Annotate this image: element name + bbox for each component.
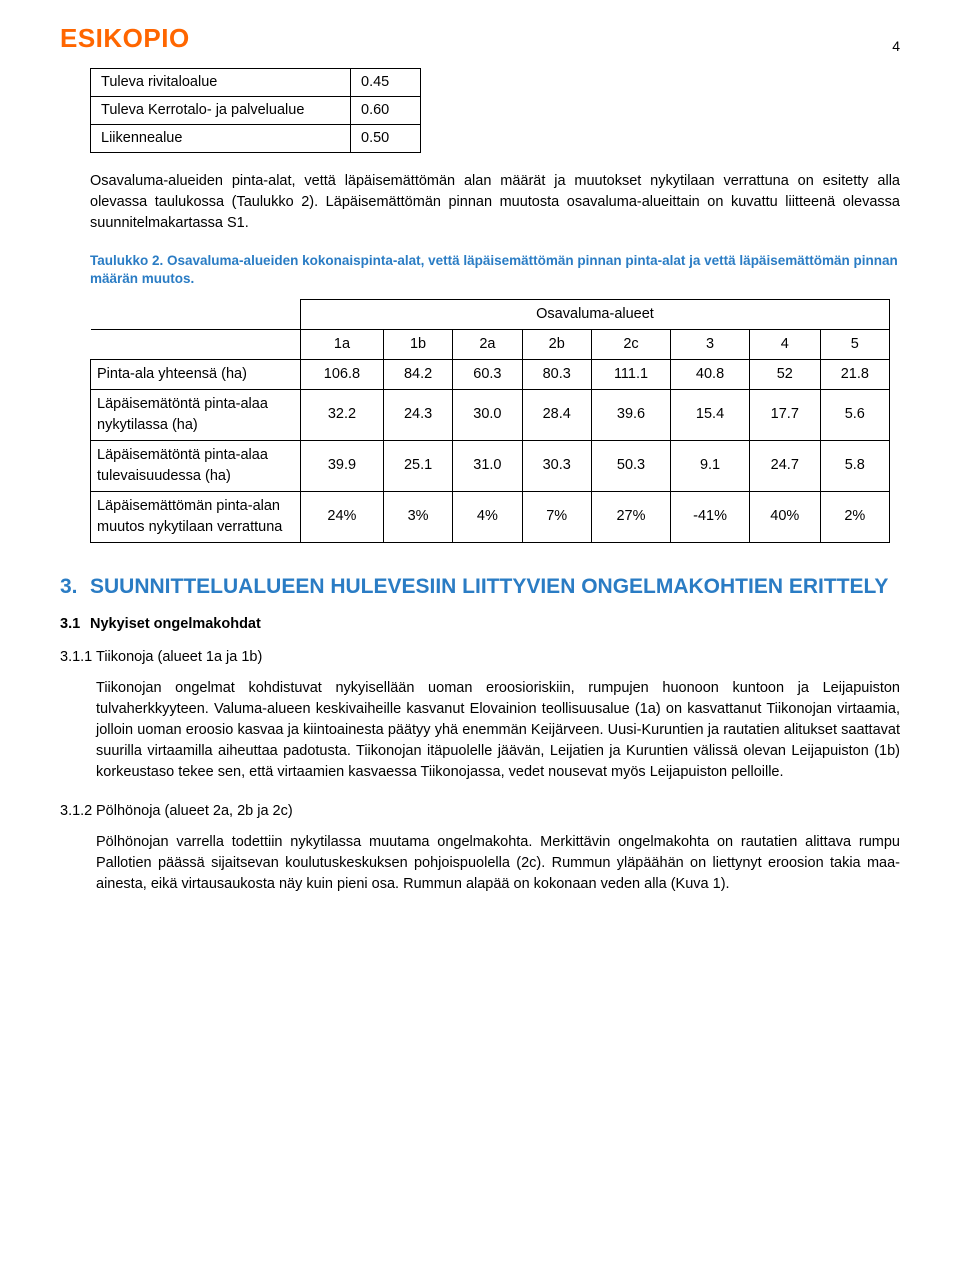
cell: 2% — [820, 491, 889, 542]
table-row: Tuleva Kerrotalo- ja palvelualue 0.60 — [91, 97, 421, 125]
row-label: Läpäisemätöntä pinta-alaa tulevaisuudess… — [91, 440, 301, 491]
cell: 52 — [749, 359, 820, 389]
col-header: 2b — [522, 329, 591, 359]
cell: 40.8 — [671, 359, 750, 389]
cell: 27% — [591, 491, 670, 542]
data-table: Osavaluma-alueet 1a 1b 2a 2b 2c 3 4 5 Pi… — [90, 299, 890, 543]
cell: 39.9 — [301, 440, 384, 491]
cell: 28.4 — [522, 389, 591, 440]
subsubsection-title: Pölhönoja (alueet 2a, 2b ja 2c) — [96, 803, 293, 819]
cell: 25.1 — [383, 440, 452, 491]
subsubsection-heading: 3.1.2Pölhönoja (alueet 2a, 2b ja 2c) — [60, 801, 900, 822]
cell: 32.2 — [301, 389, 384, 440]
body-paragraph: Tiikonojan ongelmat kohdistuvat nykyisel… — [96, 678, 900, 783]
cell: 15.4 — [671, 389, 750, 440]
cell: 60.3 — [453, 359, 522, 389]
cell: 17.7 — [749, 389, 820, 440]
cell: 30.0 — [453, 389, 522, 440]
cell: 106.8 — [301, 359, 384, 389]
cell: 40% — [749, 491, 820, 542]
cell-label: Tuleva rivitaloalue — [91, 68, 351, 96]
col-header: 5 — [820, 329, 889, 359]
cell: 80.3 — [522, 359, 591, 389]
col-header: 3 — [671, 329, 750, 359]
empty-corner — [91, 299, 301, 329]
cell: 30.3 — [522, 440, 591, 491]
table-caption: Taulukko 2. Osavaluma-alueiden kokonaisp… — [90, 252, 900, 288]
paragraph-intro: Osavaluma-alueiden pinta-alat, vettä läp… — [90, 171, 900, 234]
cell-label: Liikennealue — [91, 125, 351, 153]
cell: 31.0 — [453, 440, 522, 491]
empty-corner — [91, 329, 301, 359]
col-header: 2a — [453, 329, 522, 359]
row-label: Läpäisemätöntä pinta-alaa nykytilassa (h… — [91, 389, 301, 440]
cell: 21.8 — [820, 359, 889, 389]
table-row: Pinta-ala yhteensä (ha) 106.8 84.2 60.3 … — [91, 359, 890, 389]
cell: 5.6 — [820, 389, 889, 440]
row-label: Läpäisemättömän pinta-alan muutos nykyti… — [91, 491, 301, 542]
subsubsection-title: Tiikonoja (alueet 1a ja 1b) — [96, 649, 262, 665]
cell: 24.3 — [383, 389, 452, 440]
cell: 9.1 — [671, 440, 750, 491]
subsubsection-number: 3.1.2 — [60, 801, 96, 822]
cell: 24.7 — [749, 440, 820, 491]
section-number: 3. — [60, 573, 90, 600]
subsection-title: Nykyiset ongelmakohdat — [90, 616, 261, 632]
section-title: SUUNNITTELUALUEEN HULEVESIIN LIITTYVIEN … — [90, 575, 888, 598]
small-table: Tuleva rivitaloalue 0.45 Tuleva Kerrotal… — [90, 68, 421, 153]
cell: 3% — [383, 491, 452, 542]
cell-value: 0.50 — [351, 125, 421, 153]
col-header: 1b — [383, 329, 452, 359]
subsection-heading: 3.1Nykyiset ongelmakohdat — [60, 614, 900, 635]
cell-value: 0.45 — [351, 68, 421, 96]
col-header: 2c — [591, 329, 670, 359]
table-row: Läpäisemätöntä pinta-alaa nykytilassa (h… — [91, 389, 890, 440]
cell-value: 0.60 — [351, 97, 421, 125]
cell: 50.3 — [591, 440, 670, 491]
cell: 111.1 — [591, 359, 670, 389]
group-header: Osavaluma-alueet — [301, 299, 890, 329]
table-row: Liikennealue 0.50 — [91, 125, 421, 153]
cell: 4% — [453, 491, 522, 542]
row-label: Pinta-ala yhteensä (ha) — [91, 359, 301, 389]
cell: 39.6 — [591, 389, 670, 440]
body-paragraph: Pölhönojan varrella todettiin nykytilass… — [96, 832, 900, 895]
col-header: 4 — [749, 329, 820, 359]
col-header: 1a — [301, 329, 384, 359]
cell: 7% — [522, 491, 591, 542]
cell-label: Tuleva Kerrotalo- ja palvelualue — [91, 97, 351, 125]
cell: 24% — [301, 491, 384, 542]
subsubsection-heading: 3.1.1Tiikonoja (alueet 1a ja 1b) — [60, 647, 900, 668]
subsection-number: 3.1 — [60, 614, 90, 635]
cell: -41% — [671, 491, 750, 542]
cell: 84.2 — [383, 359, 452, 389]
subsubsection-number: 3.1.1 — [60, 647, 96, 668]
section-heading: 3.SUUNNITTELUALUEEN HULEVESIIN LIITTYVIE… — [60, 573, 900, 600]
table-row: Tuleva rivitaloalue 0.45 — [91, 68, 421, 96]
cell: 5.8 — [820, 440, 889, 491]
table-row: Läpäisemättömän pinta-alan muutos nykyti… — [91, 491, 890, 542]
table-row: Läpäisemätöntä pinta-alaa tulevaisuudess… — [91, 440, 890, 491]
